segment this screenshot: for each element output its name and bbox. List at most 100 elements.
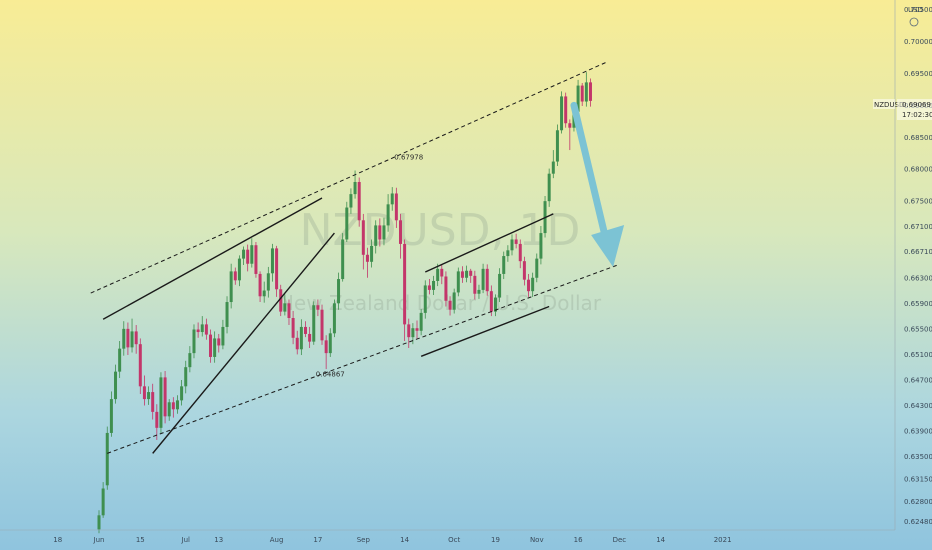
candle [312,301,316,345]
candle-body [316,305,320,310]
candle [242,246,246,265]
price-tick-label: 0.67100 [904,223,932,231]
candle [262,281,266,303]
candle-body [299,326,303,350]
price-tick-label: 0.63500 [904,453,932,461]
time-tick-label: Nov [530,536,544,544]
candle-body [535,258,539,278]
candle-body [147,392,151,400]
time-axis[interactable]: 18 Jun 15 Jul 13 Aug 17 Sep 14 Oct 19 Nov 16 Dec 14 202… [0,529,895,544]
candle-body [560,96,564,131]
candle-body [349,194,353,208]
candle [539,226,543,265]
price-tick-label: 0.70500 [904,6,932,14]
candle-body [551,161,555,174]
candle [287,299,291,326]
candle-body [324,340,328,354]
candle-body [295,337,299,350]
candle-body [481,268,485,290]
candle-body [493,297,497,312]
trendline[interactable] [152,232,335,454]
candle [332,299,336,338]
candle [200,316,204,337]
candle-body [308,333,312,342]
candle-body [283,303,287,312]
candle-body [332,303,336,334]
last-price-countdown: 17:02:30 [902,111,932,119]
candle-body [448,300,452,310]
candle-body [555,130,559,162]
candle [452,288,456,314]
trendline[interactable] [424,213,554,273]
candle [213,331,217,363]
candle-body [498,273,502,298]
trendlines [90,61,625,454]
candle-body [386,204,390,226]
candle-body [514,239,518,244]
candle [588,78,592,107]
candle [221,319,225,350]
candle [159,372,163,434]
time-tick-label: 14 [400,536,409,544]
candle [266,266,270,298]
candle [270,243,274,282]
candle-body [531,277,535,292]
candle [299,319,303,356]
candle-body [502,256,506,274]
candle-body [341,239,345,280]
candle [390,187,394,211]
candle-body [225,302,229,327]
candle-body [365,254,369,262]
candle [374,220,378,254]
candle-body [588,82,592,101]
time-ticks: 18 Jun 15 Jul 13 Aug 17 Sep 14 Oct 19 Nov 16 Dec 14 202… [53,536,731,544]
trendline[interactable] [420,305,550,357]
candle [440,265,444,285]
time-tick-label: 18 [53,536,62,544]
channel-line[interactable] [90,61,608,294]
price-tick-label: 0.69500 [904,70,932,78]
candle [196,322,200,338]
candle [114,364,118,404]
candle-body [345,207,349,240]
candle [328,328,332,357]
candle [97,510,101,534]
axis-settings[interactable] [909,17,919,27]
candle [436,263,440,287]
candle-body [175,400,179,410]
candle-body [473,275,477,294]
price-tick-label: 0.67500 [904,198,932,206]
candle-body [275,248,279,290]
candle-body [568,123,572,128]
price-tick-label: 0.64300 [904,402,932,410]
candle-body [250,245,254,264]
candle [518,239,522,269]
candle-body [163,377,167,417]
arrow-shaft [570,101,613,257]
candle [564,92,568,128]
axis-settings-icon[interactable] [909,17,919,27]
candle-body [200,324,204,333]
down-arrow[interactable] [570,101,625,267]
candle [469,268,473,283]
candle-body [423,285,427,313]
candle-body [527,279,531,292]
candle-body [270,248,274,274]
candle-body [105,432,109,486]
trendline[interactable] [102,197,323,320]
price-tick-label: 0.66300 [904,274,932,282]
candle-body [254,245,258,274]
candle [167,399,171,421]
candle-body [304,326,307,334]
candle-body [242,249,246,259]
candle [522,256,526,286]
candle [308,326,312,349]
candle-body [378,225,382,240]
candle [415,320,419,339]
candle-body [337,279,341,304]
candle-body [436,268,440,281]
candle [427,279,431,295]
candle-body [213,338,217,357]
candle-body [584,82,588,102]
candle [233,267,237,285]
